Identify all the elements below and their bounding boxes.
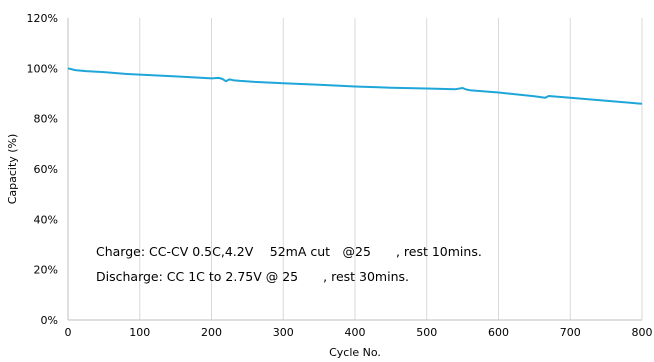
charge-condition-note: Charge: CC-CV 0.5C,4.2V 52mA cut @25 , r… bbox=[96, 244, 482, 259]
x-tick-label: 0 bbox=[65, 326, 72, 339]
x-axis-title: Cycle No. bbox=[329, 346, 381, 359]
x-tick-label: 700 bbox=[560, 326, 581, 339]
x-tick-label: 400 bbox=[345, 326, 366, 339]
x-tick-label: 200 bbox=[201, 326, 222, 339]
x-tick-label: 500 bbox=[416, 326, 437, 339]
y-tick-label: 20% bbox=[34, 264, 58, 277]
y-tick-label: 0% bbox=[41, 314, 58, 327]
x-tick-label: 600 bbox=[488, 326, 509, 339]
y-axis-title: Capacity (%) bbox=[6, 134, 19, 205]
y-tick-label: 60% bbox=[34, 163, 58, 176]
series-group bbox=[67, 67, 643, 105]
x-tick-label: 300 bbox=[273, 326, 294, 339]
y-tick-labels: 0% 20% 40% 60% 80% 100% 120% bbox=[27, 12, 58, 327]
x-tick-labels: 0 100 200 300 400 500 600 700 800 bbox=[65, 326, 653, 339]
y-tick-label: 100% bbox=[27, 62, 58, 75]
capacity-series-line bbox=[67, 67, 643, 105]
y-tick-label: 80% bbox=[34, 113, 58, 126]
x-tick-label: 100 bbox=[129, 326, 150, 339]
discharge-condition-note: Discharge: CC 1C to 2.75V @ 25 , rest 30… bbox=[96, 269, 409, 284]
grid-lines bbox=[67, 18, 643, 320]
y-tick-label: 40% bbox=[34, 213, 58, 226]
y-tick-label: 120% bbox=[27, 12, 58, 25]
x-tick-label: 800 bbox=[632, 326, 653, 339]
